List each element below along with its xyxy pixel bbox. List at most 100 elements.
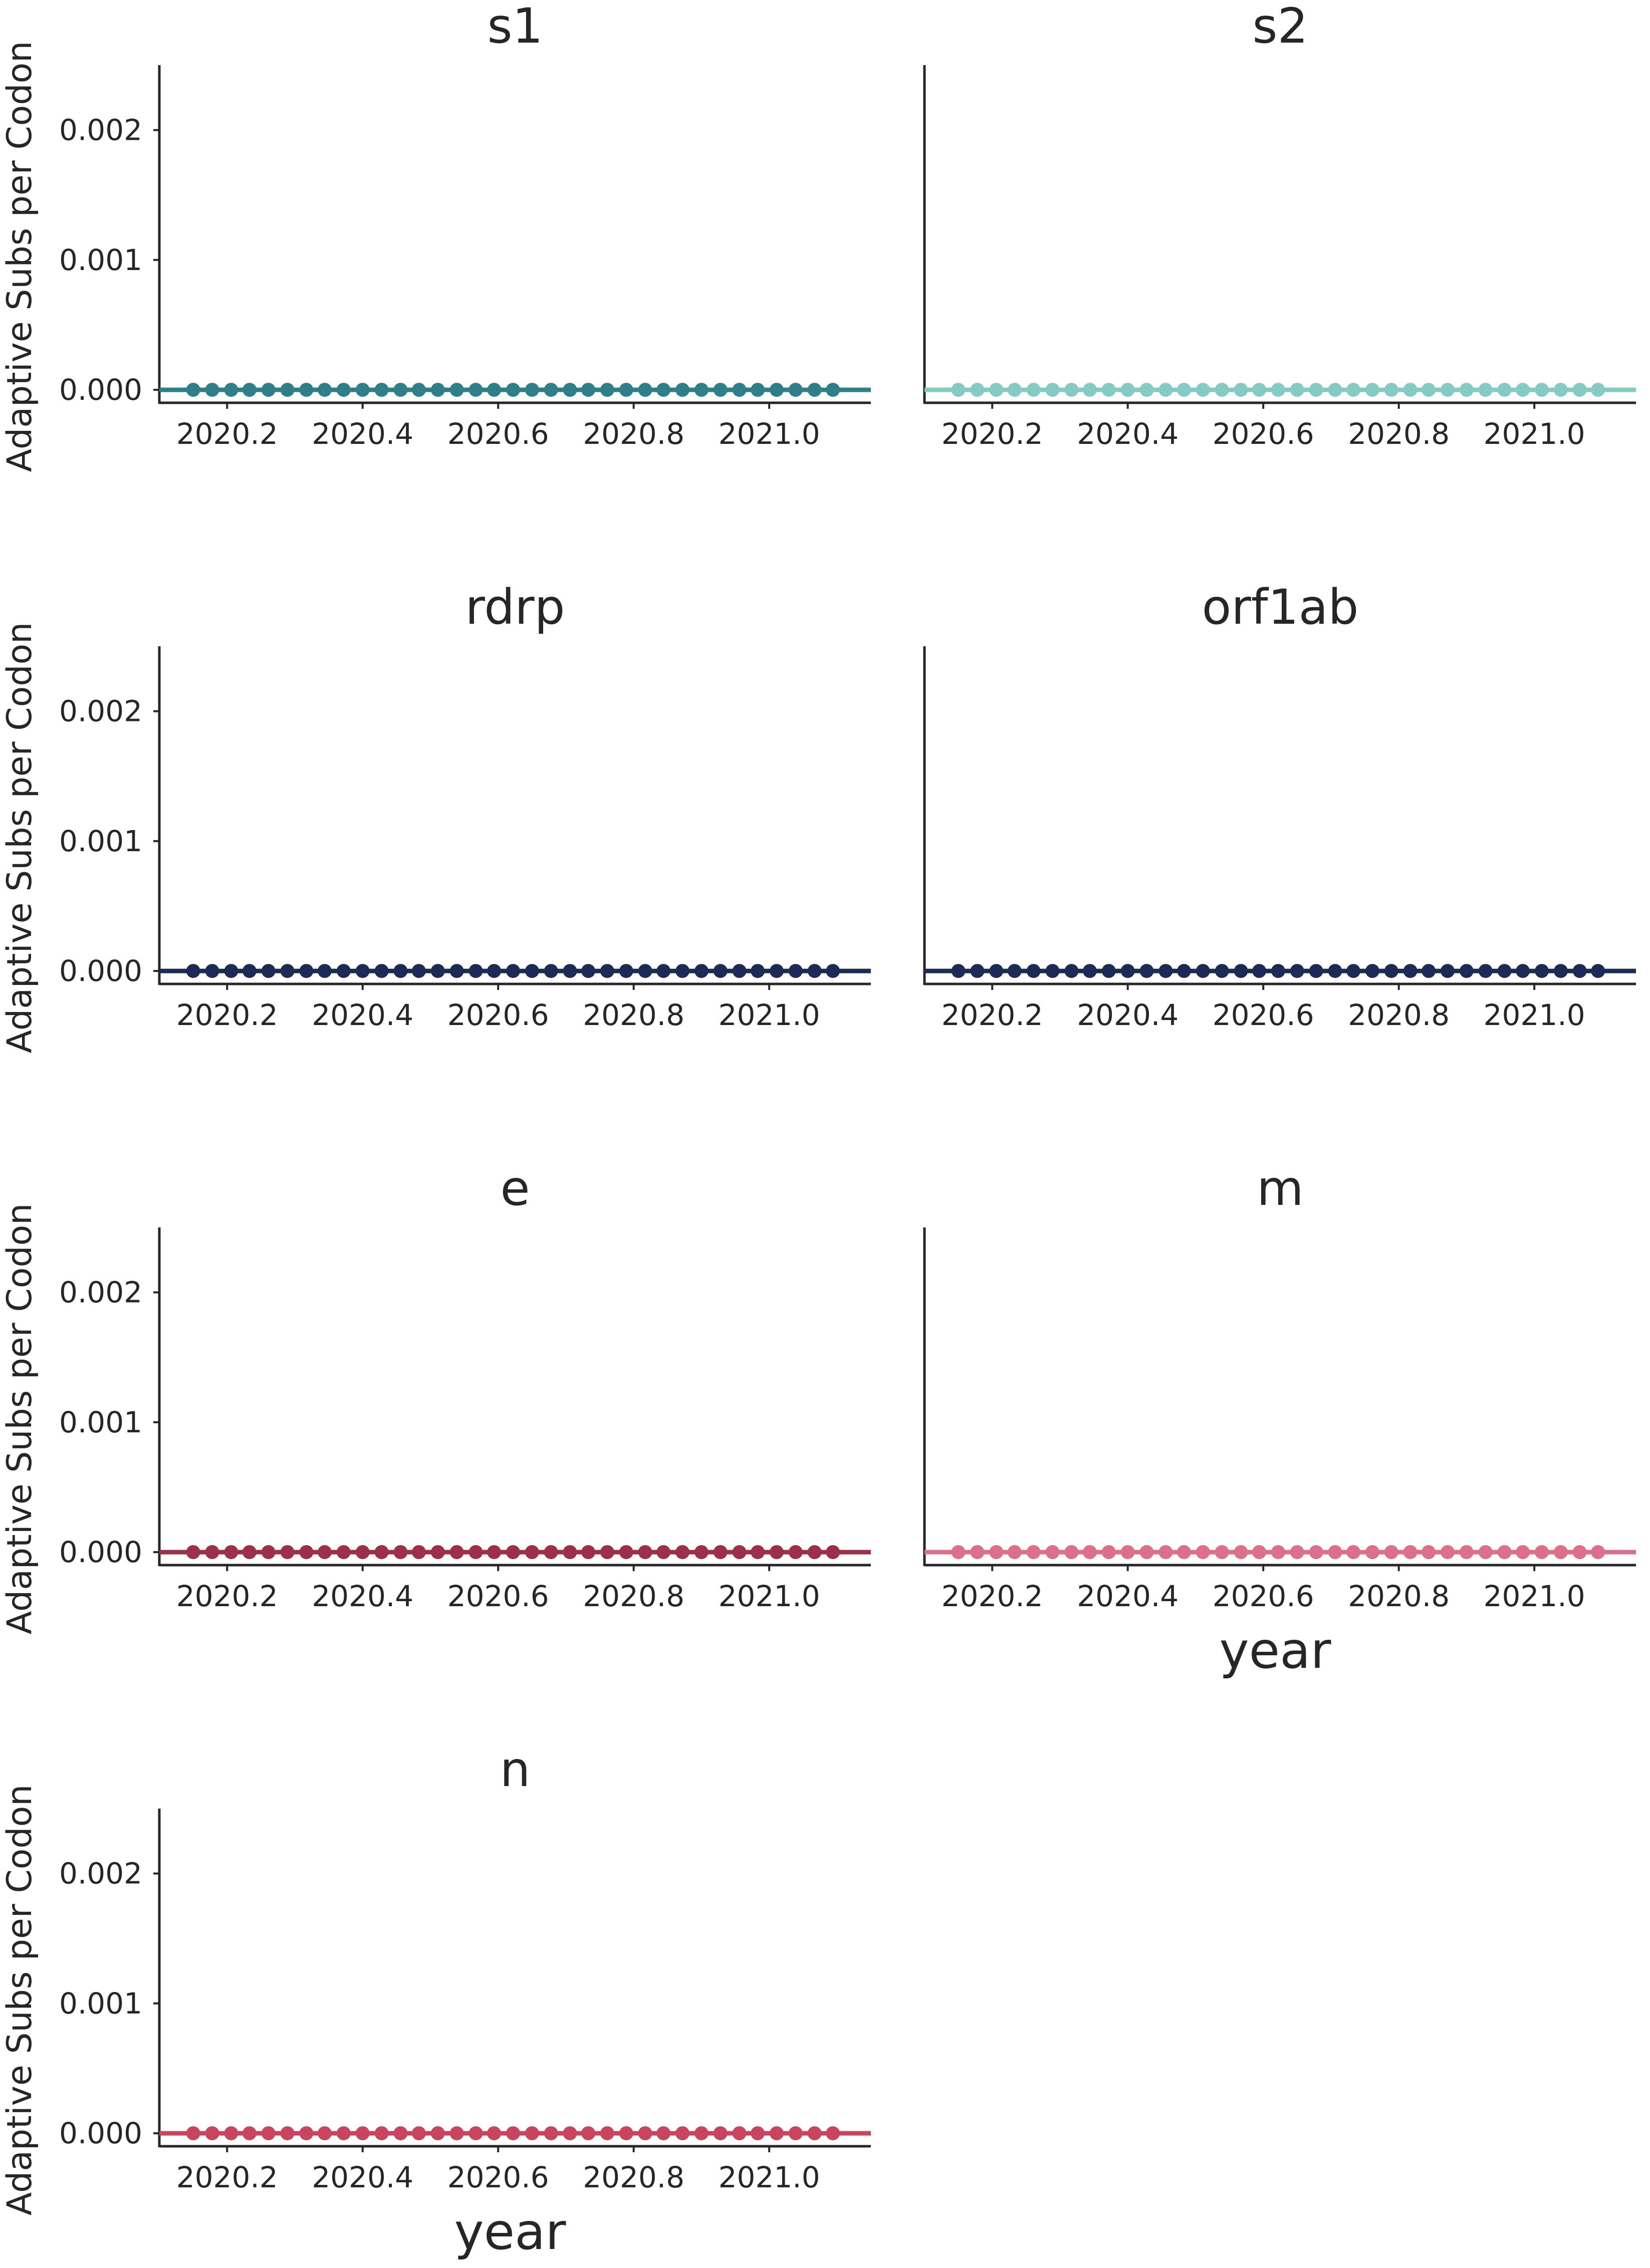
data-point: [1346, 1545, 1361, 1560]
data-point: [1441, 1545, 1455, 1560]
panel-title: s2: [1252, 0, 1308, 54]
y-axis-label: Adaptive Subs per Codon: [0, 41, 40, 472]
x-tick-label: 2020.4: [312, 2160, 413, 2194]
data-point: [430, 1545, 445, 1560]
x-tick-label: 2020.8: [583, 1579, 684, 1613]
data-point: [525, 2126, 539, 2141]
data-point: [1346, 964, 1361, 978]
data-point: [468, 2126, 483, 2141]
data-point: [1497, 383, 1512, 397]
data-point: [261, 383, 276, 397]
data-point: [694, 1545, 709, 1560]
x-tick-label: 2020.2: [941, 417, 1043, 451]
data-point: [1215, 964, 1229, 978]
data-point: [1422, 1545, 1436, 1560]
x-tick-label: 2021.0: [719, 2160, 820, 2194]
data-point: [1459, 383, 1474, 397]
x-tick-label: 2020.4: [1077, 417, 1178, 451]
data-point: [299, 964, 314, 978]
data-point: [1271, 964, 1285, 978]
data-point: [563, 1545, 577, 1560]
data-point: [280, 1545, 295, 1560]
data-point: [544, 383, 558, 397]
data-point: [411, 1545, 426, 1560]
panel-title: m: [1257, 1160, 1304, 1216]
data-point: [336, 964, 351, 978]
x-tick-label: 2021.0: [1484, 1579, 1585, 1613]
data-point: [411, 964, 426, 978]
data-point: [751, 1545, 765, 1560]
x-tick-label: 2020.2: [176, 417, 278, 451]
data-point: [280, 2126, 295, 2141]
data-point: [807, 2126, 822, 2141]
panel-orf1ab: orf1ab 2020.2 2020.4 2020.6 2020.8 2021.0: [923, 579, 1636, 1032]
y-axis-label: Adaptive Subs per Codon: [0, 1203, 40, 1635]
data-point: [299, 2126, 314, 2141]
data-point: [1007, 964, 1022, 978]
data-point: [656, 2126, 671, 2141]
x-tick-label: 2020.2: [941, 1579, 1043, 1613]
data-point: [713, 383, 728, 397]
y-tick-label: 0.001: [59, 824, 142, 858]
x-tick-label: 2021.0: [1484, 417, 1585, 451]
data-point: [224, 2126, 239, 2141]
data-point: [1252, 964, 1267, 978]
data-point: [826, 1545, 840, 1560]
data-point: [1007, 1545, 1022, 1560]
data-point: [1082, 964, 1097, 978]
data-point: [1328, 964, 1342, 978]
y-axis-label: Adaptive Subs per Codon: [0, 622, 40, 1054]
data-point: [1516, 964, 1530, 978]
data-point: [732, 383, 747, 397]
data-point: [468, 964, 483, 978]
data-point: [694, 383, 709, 397]
data-point: [317, 1545, 332, 1560]
data-point: [205, 1545, 219, 1560]
data-point: [638, 2126, 652, 2141]
data-point: [1196, 1545, 1210, 1560]
panel-m: m 2020.2 2020.4 2020.6 2020.8 2021.0 year: [923, 1160, 1636, 1680]
data-point: [1572, 964, 1587, 978]
panel-title: e: [500, 1160, 530, 1216]
data-point: [411, 383, 426, 397]
data-point: [656, 383, 671, 397]
data-point: [299, 1545, 314, 1560]
x-tick-label: 2020.4: [312, 417, 413, 451]
data-point: [317, 383, 332, 397]
data-point: [506, 383, 520, 397]
data-point: [1120, 383, 1135, 397]
data-point: [205, 383, 219, 397]
data-point: [1591, 964, 1605, 978]
data-point: [788, 1545, 803, 1560]
data-point: [449, 383, 464, 397]
data-point: [224, 1545, 239, 1560]
y-tick-label: 0.002: [59, 694, 142, 728]
data-point: [619, 1545, 633, 1560]
data-point: [1290, 964, 1304, 978]
data-point: [261, 964, 276, 978]
x-tick-label: 2020.2: [176, 998, 278, 1032]
data-point: [951, 1545, 966, 1560]
data-point: [186, 383, 200, 397]
data-point: [600, 383, 614, 397]
data-point: [581, 1545, 596, 1560]
panel-s2: s2 2020.2 2020.4 2020.6 2020.8 2021.0: [923, 0, 1636, 451]
x-tick-label: 2020.4: [312, 1579, 413, 1613]
data-point: [205, 2126, 219, 2141]
data-point: [544, 964, 558, 978]
panel-title: s1: [487, 0, 543, 54]
panel-rdrp: rdrp 0.000 0.001 0.002 2020.2 2020.4 2020.6 202…: [0, 579, 871, 1053]
data-point: [1252, 1545, 1267, 1560]
data-point: [1234, 964, 1248, 978]
data-point: [449, 2126, 464, 2141]
data-point: [1215, 1545, 1229, 1560]
data-point: [393, 383, 408, 397]
data-point: [1384, 1545, 1398, 1560]
data-point: [1422, 383, 1436, 397]
data-point: [186, 964, 200, 978]
data-point: [1176, 383, 1191, 397]
data-point: [638, 383, 652, 397]
data-point: [430, 2126, 445, 2141]
data-point: [989, 964, 1004, 978]
data-point: [393, 2126, 408, 2141]
